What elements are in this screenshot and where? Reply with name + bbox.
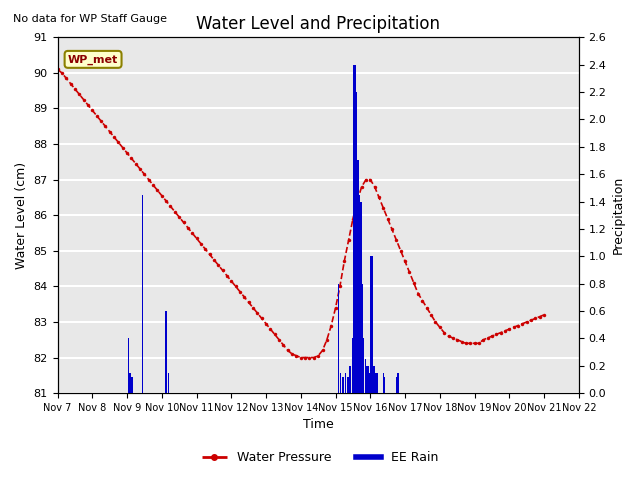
Bar <box>367 366 369 393</box>
Bar <box>360 202 362 393</box>
Y-axis label: Water Level (cm): Water Level (cm) <box>15 162 28 269</box>
Bar <box>338 284 339 393</box>
Bar <box>357 160 358 393</box>
Bar <box>397 372 399 393</box>
Legend: Water Pressure, EE Rain: Water Pressure, EE Rain <box>196 446 444 469</box>
Bar <box>365 359 366 393</box>
Bar <box>363 338 365 393</box>
Bar <box>349 366 351 393</box>
Bar <box>342 377 344 393</box>
Bar <box>353 65 355 393</box>
X-axis label: Time: Time <box>303 419 333 432</box>
Bar <box>366 366 367 393</box>
Bar <box>356 92 357 393</box>
Bar <box>362 284 363 393</box>
Bar <box>369 372 371 393</box>
Bar <box>359 195 360 393</box>
Y-axis label: Precipitation: Precipitation <box>612 176 625 254</box>
Bar <box>373 366 374 393</box>
Bar <box>396 377 397 393</box>
Bar <box>384 377 385 393</box>
Bar <box>345 372 346 393</box>
Bar <box>168 372 169 393</box>
Bar <box>340 372 341 393</box>
Bar <box>166 311 167 393</box>
Bar <box>128 338 129 393</box>
Bar <box>129 372 131 393</box>
Bar <box>374 372 376 393</box>
Bar <box>376 372 378 393</box>
Text: WP_met: WP_met <box>68 54 118 64</box>
Bar <box>131 377 133 393</box>
Bar <box>347 377 349 393</box>
Bar <box>351 338 353 393</box>
Title: Water Level and Precipitation: Water Level and Precipitation <box>196 15 440 33</box>
Bar <box>355 65 356 393</box>
Bar <box>141 195 143 393</box>
Text: No data for WP Staff Gauge: No data for WP Staff Gauge <box>13 14 167 24</box>
Bar <box>372 256 373 393</box>
Bar <box>383 372 384 393</box>
Bar <box>371 256 372 393</box>
